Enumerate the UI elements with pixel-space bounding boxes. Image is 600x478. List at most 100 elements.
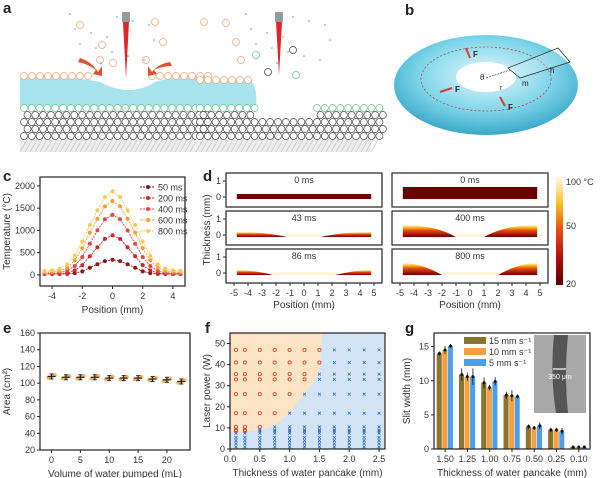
no-cut-marker — [332, 435, 337, 440]
heatmap-frame — [225, 248, 383, 284]
powder-particle — [344, 104, 353, 112]
x-tick-label: -2 — [272, 288, 280, 298]
volume-element — [507, 47, 571, 79]
powder-particle — [160, 132, 169, 140]
x-tick-label: 2 — [495, 288, 500, 298]
no-cut-marker — [332, 348, 337, 352]
powder-particle — [219, 118, 228, 126]
data-point — [577, 445, 581, 449]
no-cut-marker — [347, 392, 351, 396]
data-point — [125, 245, 130, 250]
vapor-droplet — [287, 51, 289, 53]
y-tick-label: 2000 — [15, 181, 35, 191]
y-tick-label: 0 — [216, 268, 221, 278]
no-cut-marker — [332, 425, 337, 429]
y-tick-label: 1 — [216, 176, 221, 186]
legend-label: 10 mm s⁻¹ — [489, 347, 531, 357]
surface-particle — [228, 76, 236, 84]
time-label: 0 ms — [294, 175, 314, 185]
no-cut-marker — [347, 429, 351, 433]
ejected-particle — [142, 56, 150, 64]
plot-frame — [229, 332, 386, 450]
powder-particle — [340, 111, 348, 119]
no-cut-marker — [332, 372, 337, 376]
hatch-line — [44, 137, 54, 153]
no-cut-marker — [362, 425, 366, 429]
y-axis-label: Thickness (mm) — [202, 194, 213, 265]
cut-region — [230, 333, 323, 434]
no-cut-marker — [377, 360, 381, 365]
powder-particle — [20, 132, 28, 140]
powder-particle — [31, 125, 40, 133]
x-tick-label: -3 — [258, 288, 266, 298]
cut-marker — [302, 347, 307, 352]
water-layer-region — [484, 225, 538, 237]
laser-beam — [276, 22, 282, 75]
no-cut-marker — [362, 372, 366, 376]
no-cut-marker — [287, 425, 292, 429]
x-tick-label: 20 — [162, 455, 172, 465]
x-tick-label: 4 — [523, 288, 528, 298]
powder-particle — [74, 132, 83, 140]
legend-label: 200 ms — [158, 194, 188, 204]
no-cut-marker — [317, 377, 322, 382]
powder-particle — [47, 111, 55, 119]
hatch-line — [144, 137, 154, 153]
powder-particle — [258, 118, 267, 126]
hatch-line — [215, 137, 225, 153]
hatch-line — [325, 137, 335, 153]
cut-marker — [242, 360, 247, 365]
powder-particle — [113, 104, 122, 112]
bar — [536, 425, 543, 449]
ejected-particle — [289, 46, 297, 54]
vapor-droplet — [303, 55, 305, 57]
powder-particle — [109, 125, 118, 133]
powder-particle — [274, 132, 282, 140]
powder-particle — [297, 132, 306, 140]
no-cut-marker — [287, 428, 292, 432]
powder-particle — [98, 104, 106, 112]
powder-particle — [82, 118, 91, 126]
heatmap-frame — [225, 210, 383, 246]
powder-particle — [35, 118, 44, 126]
surface-particle — [196, 76, 204, 84]
water-layer-region — [236, 232, 288, 237]
panel-g-slit-width-chart: 1.50 1.25 1.00 0.75 0.50 0.25 0.10 0 5 10 15 Thickn… — [402, 332, 591, 478]
powder-particle — [235, 104, 243, 112]
hatch-line — [245, 137, 255, 153]
powder-particle — [215, 125, 223, 133]
hatch-line — [345, 137, 355, 153]
x-tick-label: 2.5 — [373, 454, 386, 464]
data-point — [504, 393, 508, 397]
powder-particle — [70, 111, 79, 119]
surface-particle — [84, 72, 92, 80]
powder-particle — [266, 132, 275, 140]
powder-particle — [363, 125, 372, 133]
no-cut-marker — [377, 411, 381, 415]
data-point — [554, 428, 558, 432]
heated-center — [442, 272, 498, 275]
data-point — [80, 269, 85, 274]
cut-marker — [257, 377, 262, 382]
powder-particle — [176, 118, 184, 126]
powder-particle — [93, 111, 102, 119]
y-axis-label: Laser power (W) — [202, 354, 213, 428]
data-point — [87, 265, 92, 270]
y-axis-label: Area (cm²) — [2, 368, 13, 415]
no-cut-marker — [332, 445, 337, 449]
bar — [470, 376, 476, 449]
data-point — [140, 246, 145, 251]
surface-particle — [236, 76, 244, 84]
x-tick-label: -5 — [396, 288, 404, 298]
powder-particle — [258, 132, 267, 140]
y-tick-label: 0 — [216, 192, 221, 202]
hatch-line — [300, 137, 310, 153]
hatch-line — [265, 137, 275, 153]
powder-particle — [328, 104, 337, 112]
x-tick-label: 0.10 — [570, 454, 588, 464]
powder-particle — [74, 104, 83, 112]
hatch-line — [64, 137, 74, 153]
vapor-droplet — [324, 24, 326, 26]
hatch-line — [200, 137, 210, 153]
panel-label-a: a — [3, 0, 12, 17]
